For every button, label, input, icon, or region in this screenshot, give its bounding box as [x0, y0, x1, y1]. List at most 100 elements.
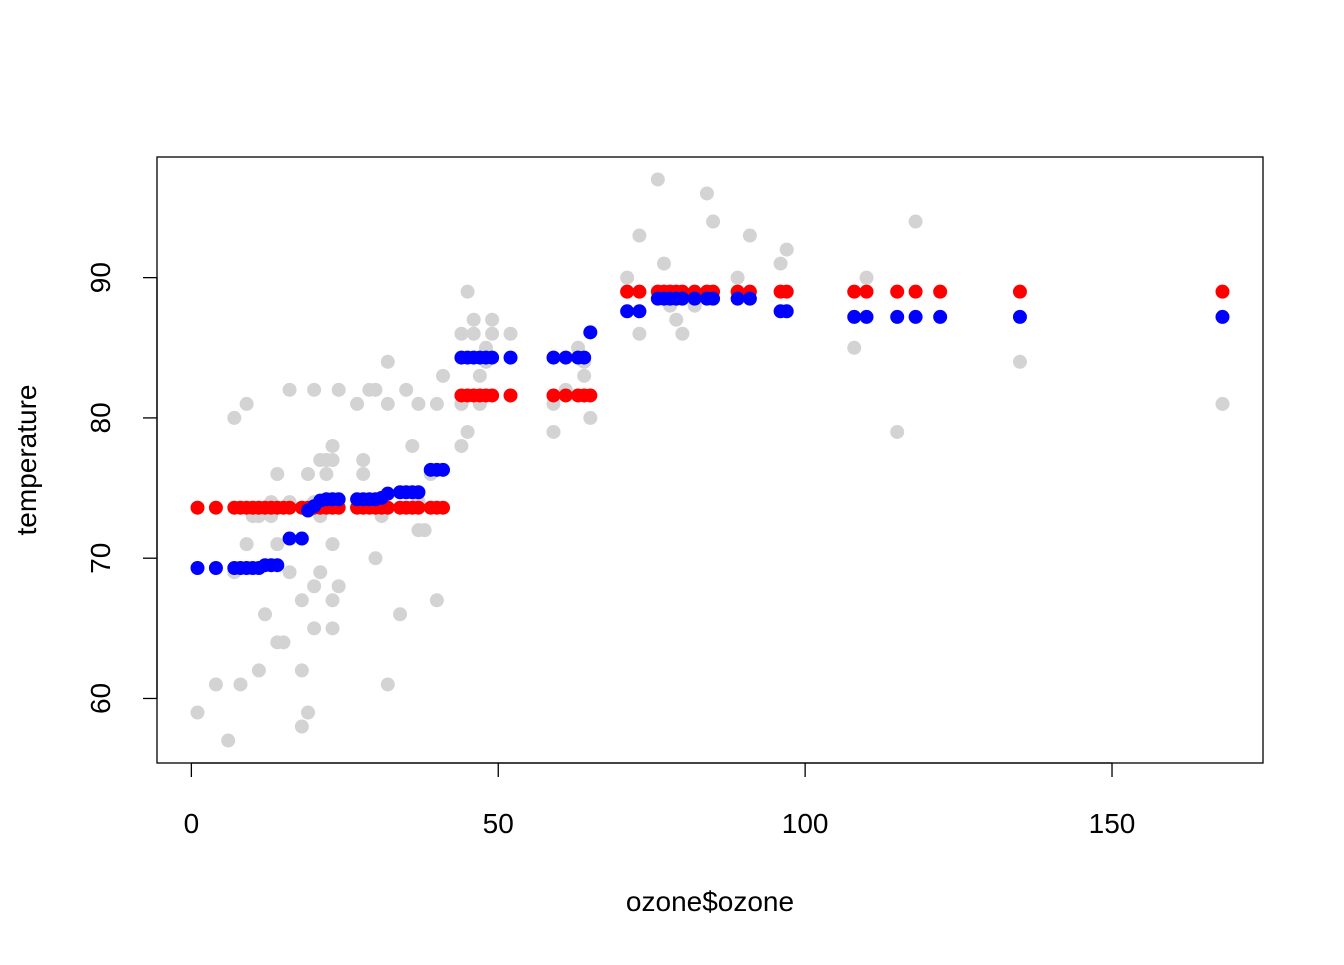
point [282, 531, 297, 546]
point [485, 388, 500, 403]
point [331, 382, 346, 397]
point [190, 500, 205, 515]
point [706, 214, 721, 229]
point [933, 284, 948, 299]
point [632, 284, 647, 299]
point [847, 284, 862, 299]
point [411, 500, 426, 515]
point [779, 242, 794, 257]
point [485, 326, 500, 341]
point [460, 284, 475, 299]
point [742, 291, 757, 306]
point [730, 270, 745, 285]
point [890, 424, 905, 439]
point [908, 284, 923, 299]
point [687, 291, 702, 306]
x-tick-label: 0 [184, 808, 200, 839]
point [331, 579, 346, 594]
point [730, 291, 745, 306]
y-tick-label: 80 [85, 402, 116, 433]
point [208, 500, 223, 515]
point [620, 284, 635, 299]
point [859, 270, 874, 285]
point [393, 607, 408, 622]
point [436, 368, 451, 383]
point [1215, 309, 1230, 324]
point [350, 396, 365, 411]
point [258, 607, 273, 622]
point [454, 438, 469, 453]
point [466, 326, 481, 341]
point [307, 382, 322, 397]
point [472, 368, 487, 383]
point [294, 531, 309, 546]
point [319, 467, 334, 482]
point [503, 326, 518, 341]
points-layer [190, 172, 1230, 748]
point [742, 228, 757, 243]
point [325, 537, 340, 552]
point [294, 593, 309, 608]
x-axis: 0 50 100 150 [184, 762, 1136, 839]
x-tick-label: 150 [1089, 808, 1136, 839]
point [221, 733, 236, 748]
point [356, 467, 371, 482]
point [331, 492, 346, 507]
point [577, 350, 592, 365]
point [466, 312, 481, 327]
point [779, 304, 794, 319]
point [436, 500, 451, 515]
point [411, 485, 426, 500]
point [270, 467, 285, 482]
point [380, 354, 395, 369]
point [546, 424, 561, 439]
point [485, 312, 500, 327]
point [405, 438, 420, 453]
point [429, 396, 444, 411]
point [890, 309, 905, 324]
point [227, 410, 242, 425]
point [233, 677, 248, 692]
point [429, 593, 444, 608]
point [485, 350, 500, 365]
point [251, 663, 266, 678]
y-axis-label: temperature [11, 385, 42, 536]
x-axis-label: ozone$ozone [626, 886, 794, 917]
point [546, 388, 561, 403]
point [294, 663, 309, 678]
point [583, 388, 598, 403]
point [282, 565, 297, 580]
point [411, 396, 426, 411]
point [779, 284, 794, 299]
point [933, 309, 948, 324]
point [368, 382, 383, 397]
point [270, 537, 285, 552]
point [436, 462, 451, 477]
point [368, 551, 383, 566]
point [460, 424, 475, 439]
point [675, 291, 690, 306]
point [1012, 354, 1027, 369]
point [503, 388, 518, 403]
point [356, 453, 371, 467]
point [417, 523, 432, 538]
point [558, 388, 573, 403]
point [632, 228, 647, 243]
point [699, 186, 714, 201]
point [325, 593, 340, 608]
point [380, 677, 395, 692]
point [859, 284, 874, 299]
point [1215, 284, 1230, 299]
point [847, 309, 862, 324]
point [300, 467, 315, 482]
point [620, 270, 635, 285]
point [399, 382, 414, 397]
series-2 [190, 291, 1230, 576]
point [325, 621, 340, 636]
point [773, 256, 788, 271]
point [380, 396, 395, 411]
point [577, 368, 592, 383]
point [282, 500, 297, 515]
